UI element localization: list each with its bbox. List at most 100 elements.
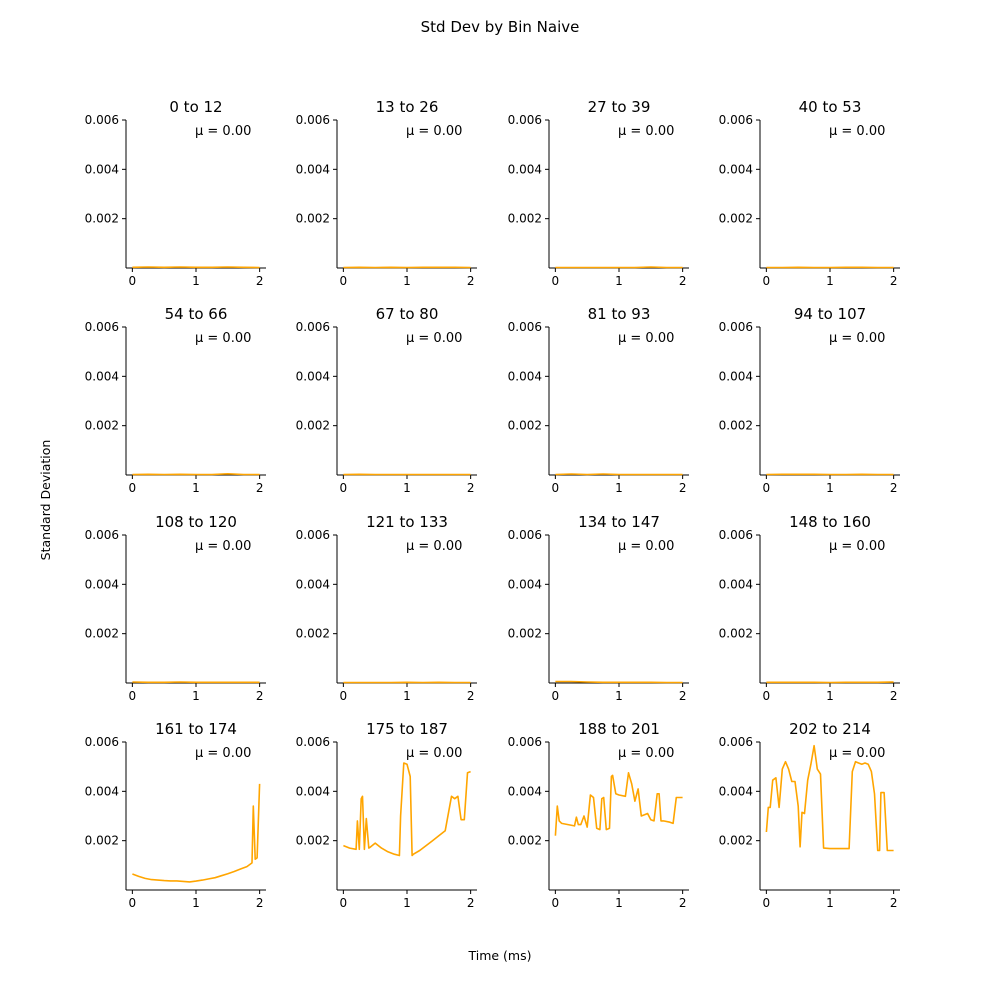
y-tick-label: 0.006 — [719, 528, 753, 542]
subplot-panel: 108 to 120 0 1 2 0.002 0.004 0.006 μ = 0.00 — [85, 513, 266, 703]
mean-annotation: μ = 0.00 — [618, 539, 674, 554]
series-line — [132, 472, 260, 476]
y-tick-label: 0.004 — [296, 162, 330, 176]
x-tick-label: 2 — [467, 481, 475, 495]
y-tick-label: 0.004 — [508, 369, 542, 383]
mean-annotation: μ = 0.00 — [406, 746, 462, 761]
y-tick-label: 0.004 — [85, 577, 119, 591]
mean-annotation: μ = 0.00 — [195, 331, 251, 346]
y-tick-label: 0.002 — [296, 834, 330, 848]
subplot-panel: 188 to 201 0 1 2 0.002 0.004 0.006 μ = 0.00 — [508, 720, 689, 910]
x-tick-label: 0 — [763, 481, 771, 495]
y-tick-label: 0.006 — [508, 113, 542, 127]
x-tick-label: 0 — [552, 274, 560, 288]
y-tick-label: 0.002 — [508, 834, 542, 848]
panel-title: 40 to 53 — [799, 98, 862, 116]
panel-title: 81 to 93 — [588, 305, 651, 323]
y-tick-label: 0.006 — [296, 735, 330, 749]
panel-title: 134 to 147 — [578, 513, 660, 531]
x-tick-label: 2 — [467, 689, 475, 703]
x-tick-label: 2 — [256, 896, 264, 910]
x-tick-label: 0 — [129, 274, 137, 288]
y-tick-label: 0.004 — [296, 784, 330, 798]
x-tick-label: 1 — [403, 689, 411, 703]
x-tick-label: 1 — [826, 274, 834, 288]
y-tick-label: 0.004 — [85, 369, 119, 383]
subplot-panel: 40 to 53 0 1 2 0.002 0.004 0.006 μ = 0.00 — [719, 98, 900, 288]
panel-title: 188 to 201 — [578, 720, 660, 738]
x-tick-label: 0 — [552, 689, 560, 703]
y-tick-label: 0.006 — [85, 113, 119, 127]
series-line — [555, 266, 683, 269]
mean-annotation: μ = 0.00 — [195, 124, 251, 139]
y-tick-label: 0.004 — [719, 577, 753, 591]
mean-annotation: μ = 0.00 — [829, 124, 885, 139]
x-tick-label: 2 — [679, 274, 687, 288]
x-tick-label: 0 — [129, 896, 137, 910]
x-tick-label: 2 — [679, 481, 687, 495]
x-tick-label: 2 — [256, 481, 264, 495]
x-tick-label: 1 — [403, 896, 411, 910]
y-tick-label: 0.006 — [719, 320, 753, 334]
x-tick-label: 2 — [256, 689, 264, 703]
mean-annotation: μ = 0.00 — [406, 124, 462, 139]
y-tick-label: 0.002 — [508, 627, 542, 641]
series-line — [765, 744, 894, 852]
x-tick-label: 1 — [826, 689, 834, 703]
panel-title: 27 to 39 — [588, 98, 651, 116]
y-tick-label: 0.004 — [719, 369, 753, 383]
subplot-panel: 94 to 107 0 1 2 0.002 0.004 0.006 μ = 0.00 — [719, 305, 900, 495]
mean-annotation: μ = 0.00 — [829, 746, 885, 761]
panel-title: 67 to 80 — [376, 305, 439, 323]
y-tick-label: 0.006 — [296, 113, 330, 127]
x-tick-label: 0 — [340, 689, 348, 703]
x-tick-label: 0 — [763, 896, 771, 910]
panel-title: 175 to 187 — [366, 720, 448, 738]
y-tick-label: 0.002 — [719, 419, 753, 433]
y-tick-label: 0.006 — [85, 528, 119, 542]
x-tick-label: 0 — [129, 689, 137, 703]
x-tick-label: 1 — [826, 481, 834, 495]
series-line — [554, 771, 683, 836]
y-tick-label: 0.006 — [719, 735, 753, 749]
y-tick-label: 0.006 — [508, 528, 542, 542]
y-tick-label: 0.004 — [85, 784, 119, 798]
x-tick-label: 2 — [679, 689, 687, 703]
mean-annotation: μ = 0.00 — [618, 331, 674, 346]
subplot-panel: 175 to 187 0 1 2 0.002 0.004 0.006 μ = 0.00 — [296, 720, 477, 910]
y-tick-label: 0.006 — [296, 320, 330, 334]
y-tick-label: 0.004 — [508, 162, 542, 176]
series-line — [343, 762, 471, 857]
y-axis-label: Standard Deviation — [38, 440, 53, 561]
y-tick-label: 0.002 — [85, 834, 119, 848]
x-tick-label: 2 — [679, 896, 687, 910]
subplot-panel: 54 to 66 0 1 2 0.002 0.004 0.006 μ = 0.00 — [85, 305, 266, 495]
y-tick-label: 0.002 — [508, 212, 542, 226]
subplot-panel: 148 to 160 0 1 2 0.002 0.004 0.006 μ = 0.00 — [719, 513, 900, 703]
series-line — [132, 783, 261, 883]
x-tick-label: 2 — [467, 274, 475, 288]
subplot-panel: 67 to 80 0 1 2 0.002 0.004 0.006 μ = 0.00 — [296, 305, 477, 495]
mean-annotation: μ = 0.00 — [406, 539, 462, 554]
y-tick-label: 0.004 — [508, 577, 542, 591]
panel-title: 54 to 66 — [165, 305, 228, 323]
x-tick-label: 0 — [552, 896, 560, 910]
mean-annotation: μ = 0.00 — [195, 746, 251, 761]
x-tick-label: 0 — [340, 896, 348, 910]
mean-annotation: μ = 0.00 — [618, 124, 674, 139]
y-tick-label: 0.004 — [296, 577, 330, 591]
y-tick-label: 0.002 — [719, 834, 753, 848]
y-tick-label: 0.002 — [85, 212, 119, 226]
x-tick-label: 1 — [403, 481, 411, 495]
x-tick-label: 1 — [192, 274, 200, 288]
y-tick-label: 0.006 — [85, 320, 119, 334]
x-tick-label: 1 — [192, 896, 200, 910]
x-tick-label: 1 — [403, 274, 411, 288]
y-tick-label: 0.004 — [719, 162, 753, 176]
x-tick-label: 2 — [890, 896, 898, 910]
panel-title: 148 to 160 — [789, 513, 871, 531]
y-tick-label: 0.004 — [85, 162, 119, 176]
subplot-panel: 0 to 12 0 1 2 0.002 0.004 0.006 μ = 0.00 — [85, 98, 266, 288]
x-tick-label: 2 — [890, 689, 898, 703]
